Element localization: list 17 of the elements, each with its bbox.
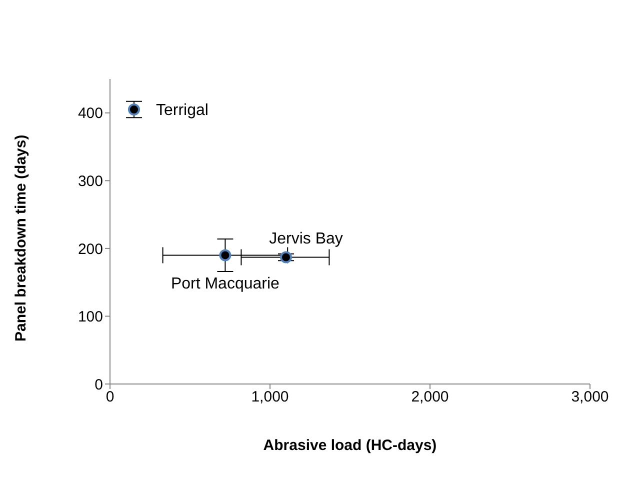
x-tick-label: 0 — [106, 388, 114, 406]
x-axis-title: Abrasive load (HC-days) — [263, 437, 437, 454]
y-tick-label: 200 — [78, 240, 103, 258]
annotation: Jervis Bay — [269, 230, 343, 248]
x-tick-label: 2,000 — [411, 388, 449, 406]
y-tick-label: 300 — [78, 172, 103, 190]
y-axis-title: Panel breakdown time (days) — [12, 134, 30, 342]
point — [219, 249, 232, 262]
point — [128, 104, 140, 116]
y-tick-label: 0 — [94, 376, 103, 394]
y-tick-label: 400 — [78, 105, 103, 122]
annotation: Terrigal — [156, 102, 208, 120]
annotation: Port Macquarie — [170, 276, 280, 293]
x-tick-label: 3,000 — [571, 388, 609, 406]
point — [280, 251, 292, 264]
x-tick-label: 1,000 — [251, 388, 289, 406]
y-tick-label: 100 — [78, 308, 103, 326]
